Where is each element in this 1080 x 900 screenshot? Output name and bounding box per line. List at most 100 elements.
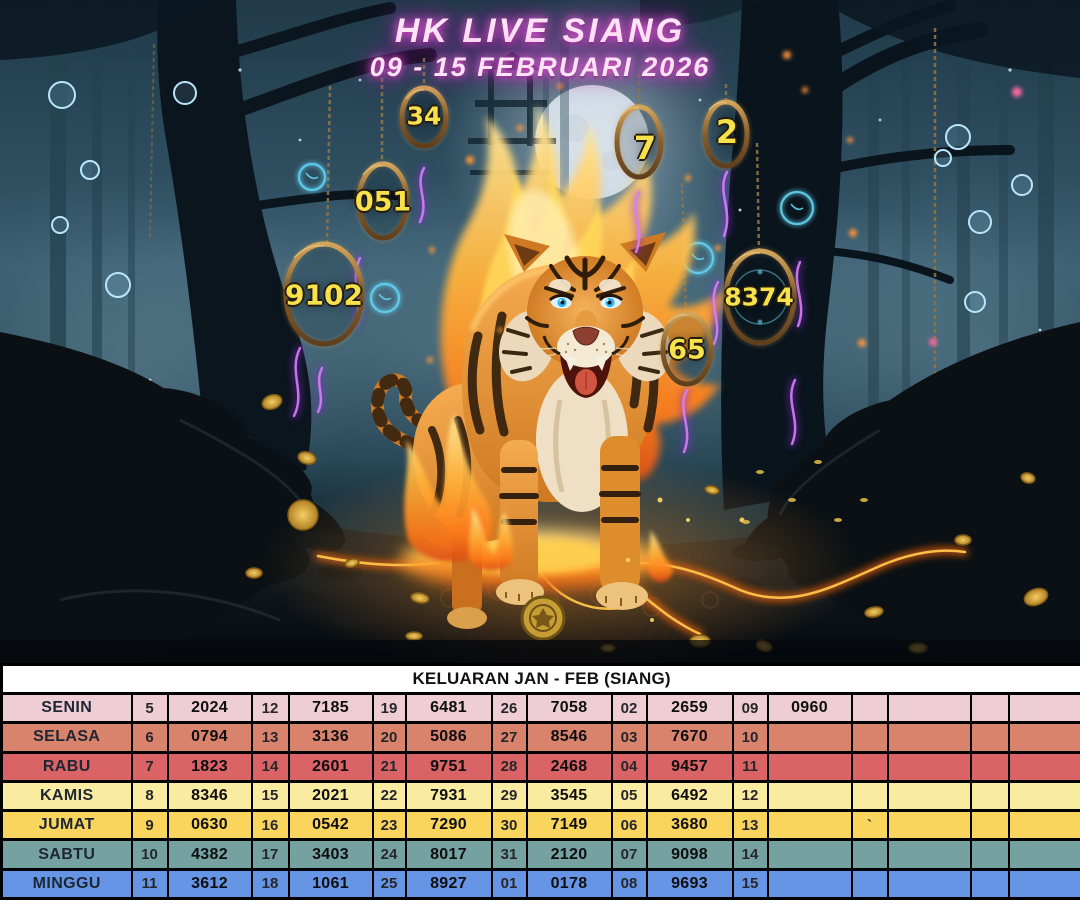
date-cell: 05 bbox=[610, 779, 648, 813]
result-cell bbox=[1007, 838, 1080, 871]
date-cell: 27 bbox=[490, 721, 528, 754]
date-cell: 12 bbox=[250, 691, 290, 725]
result-cell: 9751 bbox=[404, 750, 493, 783]
result-cell bbox=[1007, 809, 1080, 842]
date-cell: 17 bbox=[250, 838, 290, 871]
result-cell: 7185 bbox=[287, 691, 374, 725]
date-cell: 23 bbox=[371, 809, 407, 842]
scene-banner: HK LIVE SIANG 09 - 15 FEBRUARI 2026 34 0… bbox=[0, 0, 1080, 663]
keluaran-table: KELUARAN JAN - FEB (SIANG) SENIN 5 2024 12 7… bbox=[0, 663, 1080, 900]
date-cell: 13 bbox=[250, 721, 290, 754]
result-cell bbox=[1007, 750, 1080, 783]
date-cell bbox=[969, 750, 1010, 783]
result-cell bbox=[766, 838, 853, 871]
date-cell: 29 bbox=[490, 779, 528, 813]
date-cell: 18 bbox=[250, 867, 290, 900]
result-cell: 7670 bbox=[645, 721, 734, 754]
keluaran-table-body: SENIN 5 2024 12 7185 19 6481 26 7058 02 2659 09 0960… bbox=[0, 691, 1080, 900]
result-cell: 0630 bbox=[166, 809, 253, 842]
date-cell: 03 bbox=[610, 721, 648, 754]
embers bbox=[427, 67, 721, 363]
table-row: MINGGU 11 3612 18 1061 25 8927 01 0178 08 9693 15 bbox=[0, 867, 1080, 900]
result-cell: 2601 bbox=[287, 750, 374, 783]
number-rings bbox=[282, 84, 798, 388]
date-cell: 15 bbox=[731, 867, 769, 900]
date-cell bbox=[850, 867, 889, 900]
result-cell: 2024 bbox=[166, 691, 253, 725]
day-cell: SELASA bbox=[0, 721, 133, 754]
result-cell bbox=[1007, 779, 1080, 813]
table-title: KELUARAN JAN - FEB (SIANG) bbox=[0, 663, 1080, 695]
result-cell: 2120 bbox=[525, 838, 613, 871]
date-cell: 5 bbox=[130, 691, 169, 725]
result-cell bbox=[766, 809, 853, 842]
forest-tiger-illustration bbox=[0, 0, 1080, 663]
date-cell: 07 bbox=[610, 838, 648, 871]
day-cell: MINGGU bbox=[0, 867, 133, 900]
date-cell: 7 bbox=[130, 750, 169, 783]
date-cell: 08 bbox=[610, 867, 648, 900]
date-cell: 11 bbox=[130, 867, 169, 900]
date-cell: 6 bbox=[130, 721, 169, 754]
date-cell: 11 bbox=[731, 750, 769, 783]
date-cell: 8 bbox=[130, 779, 169, 813]
gold-medallion bbox=[520, 595, 566, 641]
result-cell bbox=[886, 867, 972, 900]
result-cell: 3680 bbox=[645, 809, 734, 842]
result-cell: 3136 bbox=[287, 721, 374, 754]
day-cell: SABTU bbox=[0, 838, 133, 871]
day-cell: RABU bbox=[0, 750, 133, 783]
table-row: RABU 7 1823 14 2601 21 9751 28 2468 04 9457 11 bbox=[0, 750, 1080, 783]
date-cell: ` bbox=[850, 809, 889, 842]
date-cell: 31 bbox=[490, 838, 528, 871]
result-cell: 8927 bbox=[404, 867, 493, 900]
result-cell: 8546 bbox=[525, 721, 613, 754]
result-cell: 0794 bbox=[166, 721, 253, 754]
result-cell: 0960 bbox=[766, 691, 853, 725]
result-cell bbox=[886, 721, 972, 754]
result-cell bbox=[886, 750, 972, 783]
result-cell: 6492 bbox=[645, 779, 734, 813]
date-cell: 02 bbox=[610, 691, 648, 725]
result-cell: 7290 bbox=[404, 809, 493, 842]
purple-wisps bbox=[291, 165, 805, 455]
table-row: SELASA 6 0794 13 3136 20 5086 27 8546 03 7670 10 bbox=[0, 721, 1080, 754]
date-cell bbox=[850, 691, 889, 725]
date-cell: 10 bbox=[731, 721, 769, 754]
canopy bbox=[0, 0, 1080, 78]
result-cell: 4382 bbox=[166, 838, 253, 871]
date-cell: 30 bbox=[490, 809, 528, 842]
result-cell: 7149 bbox=[525, 809, 613, 842]
result-cell: 9098 bbox=[645, 838, 734, 871]
date-cell: 04 bbox=[610, 750, 648, 783]
result-cell bbox=[886, 779, 972, 813]
date-cell bbox=[850, 750, 889, 783]
table-row: SENIN 5 2024 12 7185 19 6481 26 7058 02 2659 09 0960 bbox=[0, 691, 1080, 725]
date-cell: 19 bbox=[371, 691, 407, 725]
date-cell: 12 bbox=[731, 779, 769, 813]
bottom-shadow bbox=[0, 640, 1080, 663]
result-cell: 2659 bbox=[645, 691, 734, 725]
table-row: SABTU 10 4382 17 3403 24 8017 31 2120 07 9098 14 bbox=[0, 838, 1080, 871]
date-cell bbox=[969, 838, 1010, 871]
date-cell: 25 bbox=[371, 867, 407, 900]
day-cell: KAMIS bbox=[0, 779, 133, 813]
results-section: KELUARAN JAN - FEB (SIANG) SENIN 5 2024 12 7… bbox=[0, 663, 1080, 900]
date-cell bbox=[969, 691, 1010, 725]
date-cell: 26 bbox=[490, 691, 528, 725]
date-cell: 24 bbox=[371, 838, 407, 871]
result-cell bbox=[1007, 721, 1080, 754]
result-cell bbox=[766, 779, 853, 813]
date-cell bbox=[969, 809, 1010, 842]
date-cell: 16 bbox=[250, 809, 290, 842]
date-cell: 09 bbox=[731, 691, 769, 725]
result-cell: 0542 bbox=[287, 809, 374, 842]
result-cell: 9693 bbox=[645, 867, 734, 900]
day-cell: SENIN bbox=[0, 691, 133, 725]
date-cell: 13 bbox=[731, 809, 769, 842]
date-cell: 01 bbox=[490, 867, 528, 900]
result-cell bbox=[766, 721, 853, 754]
date-cell bbox=[850, 721, 889, 754]
result-cell: 6481 bbox=[404, 691, 493, 725]
